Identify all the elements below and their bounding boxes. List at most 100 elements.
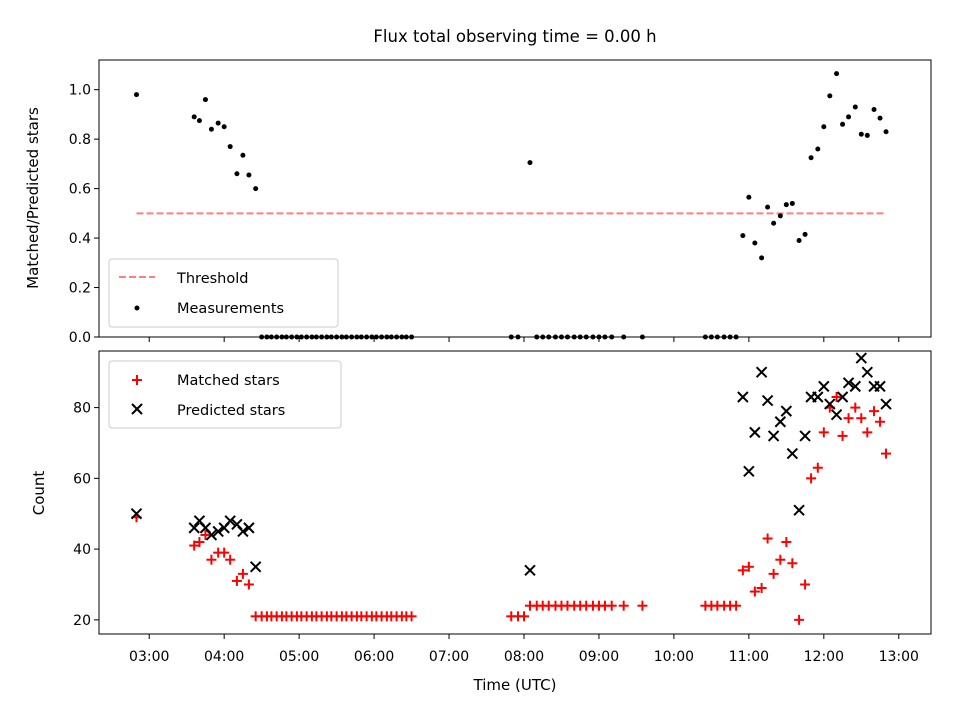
predicted-star-point xyxy=(212,525,224,538)
measurement-point xyxy=(877,115,883,121)
predicted-star-point xyxy=(249,561,262,573)
ratio-y-tick-label: 0.2 xyxy=(69,281,91,297)
matched-star-point xyxy=(219,547,230,558)
predicted-star-point xyxy=(830,408,843,421)
measurement-point xyxy=(765,204,771,210)
matched-star-point xyxy=(862,427,873,438)
measurement-point xyxy=(864,132,870,138)
matched-star-point xyxy=(869,406,880,417)
measurement-point xyxy=(253,186,259,192)
measurement-point xyxy=(827,93,833,99)
measurement-point xyxy=(527,160,533,166)
matched-star-point xyxy=(756,583,767,594)
count-x-tick-label: 04:00 xyxy=(204,649,244,665)
matched-star-point xyxy=(775,554,786,565)
predicted-star-point xyxy=(188,522,200,534)
count-y-tick-label: 80 xyxy=(73,401,91,417)
count-y-ticks: 20 40 60 80 xyxy=(73,401,99,629)
count-x-ticks: 03:00 04:00 05:00 06:00 07:00 08:00 09:00 10:00… xyxy=(129,634,919,665)
matched-star-point xyxy=(243,579,254,590)
legend-measurements-label: Measurements xyxy=(177,301,284,317)
count-legend-box xyxy=(108,360,342,429)
predicted-star-point xyxy=(824,398,836,410)
predicted-star-point xyxy=(524,564,536,577)
legend-predicted-label: Predicted stars xyxy=(177,403,285,419)
matched-star-point xyxy=(749,586,760,597)
measurement-point xyxy=(871,106,877,112)
matched-star-point xyxy=(812,462,823,473)
matched-star-point xyxy=(406,611,417,622)
matched-star-point xyxy=(794,614,805,625)
predicted-star-point xyxy=(842,377,855,389)
measurement-point xyxy=(208,126,214,132)
matched-star-point xyxy=(806,473,817,484)
count-x-tick-label: 03:00 xyxy=(129,649,169,665)
matched-star-point xyxy=(843,413,854,424)
predicted-star-point xyxy=(237,525,249,538)
matched-star-point xyxy=(606,600,617,611)
predicted-star-point xyxy=(799,430,811,442)
count-panel-frame xyxy=(98,350,932,635)
measurement-point xyxy=(815,146,821,152)
predicted-star-point xyxy=(767,430,780,442)
ratio-x-ticks xyxy=(148,337,900,342)
predicted-star-point xyxy=(874,380,886,393)
count-y-tick-label: 40 xyxy=(73,542,91,558)
predicted-star-point xyxy=(749,426,761,439)
predicted-star-point xyxy=(786,447,799,460)
predicted-star-point xyxy=(849,380,862,393)
ratio-y-tick-label: 1.0 xyxy=(69,83,91,99)
predicted-star-point xyxy=(793,504,805,516)
measurement-point xyxy=(840,121,846,127)
count-x-tick-label: 13:00 xyxy=(879,649,919,665)
predicted-star-point xyxy=(880,398,892,410)
measurement-point xyxy=(883,129,889,135)
count-y-tick-label: 60 xyxy=(73,471,91,487)
measurement-point xyxy=(771,220,777,226)
measurement-point xyxy=(777,213,783,219)
count-legend: Matched stars Predicted stars xyxy=(108,360,342,429)
matched-star-point xyxy=(762,533,773,544)
predicted-star-point xyxy=(205,529,218,541)
count-y-tick-label: 20 xyxy=(73,613,91,629)
ratio-legend: Threshold Measurements xyxy=(108,258,339,328)
count-x-tick-label: 08:00 xyxy=(504,649,544,665)
matched-star-point xyxy=(800,579,811,590)
matched-star-point xyxy=(831,391,842,402)
predicted-star-point xyxy=(130,508,143,520)
predicted-star-point xyxy=(755,366,768,378)
predicted-star-point xyxy=(243,522,255,534)
predicted-star-point xyxy=(743,465,755,477)
count-x-tick-label: 09:00 xyxy=(579,649,619,665)
matched-star-point xyxy=(737,565,748,576)
measurement-point xyxy=(783,202,789,208)
ratio-y-ticks: 0.0 0.2 0.4 0.6 0.8 1.0 xyxy=(69,83,99,346)
matched-star-point xyxy=(875,416,886,427)
matched-star-point xyxy=(787,558,798,569)
measurement-point xyxy=(834,71,840,77)
predicted-star-point xyxy=(855,352,867,364)
ratio-y-tick-label: 0.6 xyxy=(69,182,91,198)
legend-matched-swatch xyxy=(132,375,142,385)
matched-star-point xyxy=(637,600,648,611)
count-x-tick-label: 11:00 xyxy=(729,649,769,665)
matched-star-point xyxy=(237,568,248,579)
predicted-star-point xyxy=(836,391,849,403)
predicted-star-point xyxy=(774,416,787,428)
measurement-point xyxy=(202,97,208,103)
ratio-y-axis-label: Matched/Predicted stars xyxy=(24,107,42,289)
count-plot-area xyxy=(130,352,892,625)
chart-title: Flux total observing time = 0.00 h xyxy=(373,27,656,46)
matched-star-point xyxy=(837,430,848,441)
matched-star-point xyxy=(856,413,867,424)
count-x-tick-label: 05:00 xyxy=(279,649,319,665)
matched-star-point xyxy=(200,529,211,540)
predicted-star-point xyxy=(818,380,830,393)
matched-star-point xyxy=(194,537,205,548)
ratio-panel: 0.0 0.2 0.4 0.6 0.8 1.0 Matched/Predicted sta… xyxy=(24,59,932,346)
predicted-star-point xyxy=(224,515,236,527)
measurement-point xyxy=(740,233,746,239)
measurement-point xyxy=(215,120,221,126)
